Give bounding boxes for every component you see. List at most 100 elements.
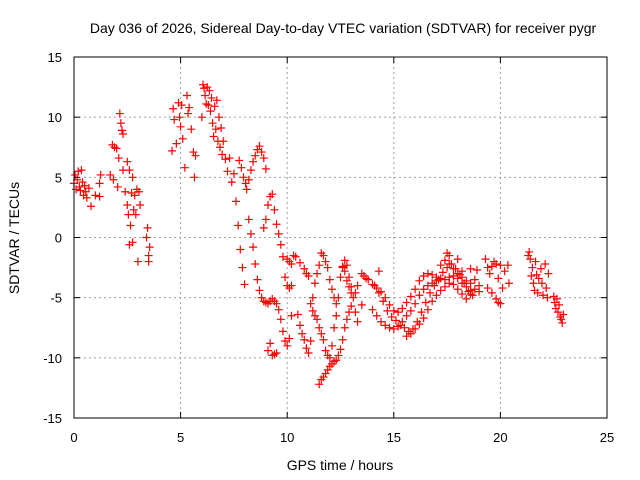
data-point	[261, 164, 270, 173]
data-point	[236, 245, 245, 254]
data-point	[209, 132, 218, 141]
data-point	[115, 109, 124, 118]
data-point	[377, 317, 386, 326]
data-point	[332, 299, 341, 308]
data-point	[205, 86, 214, 95]
data-point	[287, 259, 296, 268]
data-point	[253, 275, 262, 284]
data-point	[445, 279, 454, 288]
data-point	[190, 173, 199, 182]
data-point	[270, 350, 279, 359]
data-point	[544, 269, 553, 278]
data-point	[249, 157, 258, 166]
data-point	[368, 305, 377, 314]
data-point	[351, 308, 360, 317]
data-point	[257, 148, 266, 157]
data-point	[229, 169, 238, 178]
data-point	[255, 142, 264, 151]
data-point	[492, 259, 501, 268]
x-tick-label: 20	[493, 430, 507, 445]
data-marks	[70, 80, 568, 389]
data-point	[364, 275, 373, 284]
data-point	[330, 323, 339, 332]
data-point	[470, 275, 479, 284]
data-point	[123, 201, 132, 210]
data-point	[537, 279, 546, 288]
data-point	[387, 312, 396, 321]
data-point	[249, 243, 258, 252]
data-point	[445, 259, 454, 268]
x-tick-label: 15	[387, 430, 401, 445]
data-point	[300, 335, 309, 344]
data-point	[526, 255, 535, 264]
data-point	[113, 182, 122, 191]
data-point	[234, 221, 243, 230]
data-point	[198, 80, 207, 89]
data-point	[319, 251, 328, 260]
data-point	[143, 223, 152, 232]
data-point	[210, 102, 219, 111]
data-point	[481, 255, 490, 264]
data-point	[227, 178, 236, 187]
data-point	[281, 273, 290, 282]
data-point	[142, 233, 151, 242]
data-point	[428, 279, 437, 288]
data-point	[315, 261, 324, 270]
data-point	[251, 259, 260, 268]
x-tick-label: 25	[600, 430, 614, 445]
data-point	[281, 336, 290, 345]
data-point	[423, 305, 432, 314]
data-point	[278, 327, 287, 336]
data-point	[327, 285, 336, 294]
data-point	[385, 300, 394, 309]
data-point	[338, 335, 347, 344]
data-point	[240, 280, 249, 289]
data-point	[419, 314, 428, 323]
data-point	[449, 272, 458, 281]
data-point	[492, 294, 501, 303]
data-point	[336, 345, 345, 354]
data-point	[438, 268, 447, 277]
data-point	[106, 170, 115, 179]
data-point	[534, 274, 543, 283]
data-point	[347, 282, 356, 291]
data-point	[466, 279, 475, 288]
data-point	[475, 287, 484, 296]
data-point	[340, 323, 349, 332]
data-point	[310, 279, 319, 288]
data-point	[204, 101, 213, 110]
data-point	[528, 263, 537, 272]
data-point	[353, 281, 362, 290]
data-point	[176, 122, 185, 131]
data-point	[525, 247, 534, 256]
data-point	[321, 346, 330, 355]
x-tick-label: 5	[177, 430, 184, 445]
data-point	[453, 285, 462, 294]
data-point	[145, 243, 154, 252]
data-point	[428, 270, 437, 279]
data-point	[259, 154, 268, 163]
data-point	[283, 341, 292, 350]
data-point	[302, 344, 311, 353]
data-point	[259, 223, 268, 232]
data-point	[458, 290, 467, 299]
data-point	[191, 151, 200, 160]
data-point	[185, 103, 194, 112]
data-point	[402, 298, 411, 307]
data-point	[232, 197, 241, 206]
data-point	[419, 285, 428, 294]
data-point	[472, 265, 481, 274]
data-point	[374, 267, 383, 276]
data-point	[237, 163, 246, 172]
data-point	[308, 306, 317, 315]
data-point	[445, 251, 454, 260]
y-tick-label: -10	[43, 351, 62, 366]
data-point	[91, 191, 100, 200]
data-point	[462, 294, 471, 303]
data-point	[84, 184, 93, 193]
data-point	[117, 126, 126, 135]
data-point	[342, 315, 351, 324]
data-point	[216, 143, 225, 152]
data-point	[264, 346, 273, 355]
data-point	[321, 369, 330, 378]
